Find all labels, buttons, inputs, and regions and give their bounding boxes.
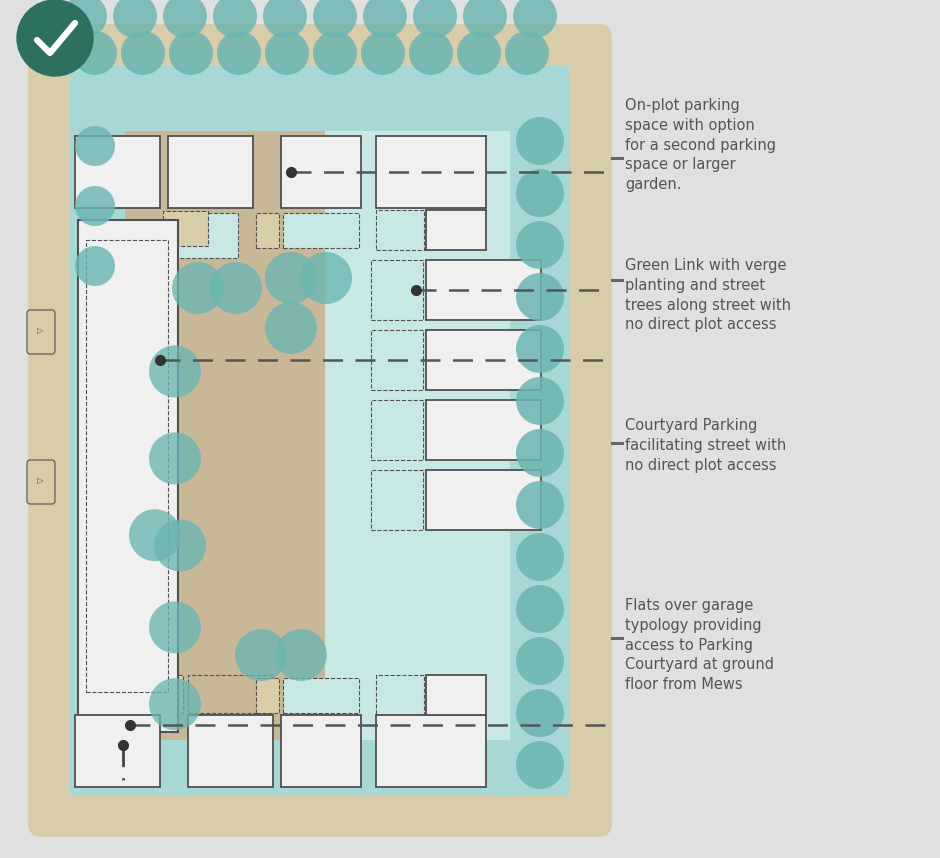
Circle shape [313, 31, 357, 75]
Circle shape [213, 0, 257, 38]
Circle shape [516, 377, 564, 425]
Bar [86, 240, 168, 692]
Bar [376, 675, 424, 715]
Circle shape [516, 637, 564, 685]
Bar [188, 675, 273, 713]
Bar [376, 715, 486, 787]
Bar [426, 210, 486, 250]
Circle shape [516, 533, 564, 581]
Circle shape [265, 31, 309, 75]
Circle shape [17, 0, 93, 76]
Bar [78, 220, 178, 732]
Bar [283, 213, 359, 248]
Circle shape [516, 169, 564, 217]
Bar [70, 66, 570, 131]
Text: On-plot parking
space with option
for a second parking
space or larger
garden.: On-plot parking space with option for a … [625, 98, 776, 192]
Circle shape [516, 481, 564, 529]
Circle shape [263, 0, 307, 38]
Circle shape [265, 252, 317, 304]
Text: Flats over garage
typology providing
access to Parking
Courtyard at ground
floor: Flats over garage typology providing acc… [625, 598, 774, 692]
Circle shape [313, 0, 357, 38]
Circle shape [154, 519, 206, 571]
Circle shape [217, 31, 261, 75]
Circle shape [149, 601, 201, 653]
Circle shape [73, 31, 117, 75]
Circle shape [516, 741, 564, 789]
Circle shape [516, 117, 564, 165]
Circle shape [265, 302, 317, 354]
Circle shape [75, 186, 115, 226]
Bar [168, 213, 238, 258]
Bar [70, 740, 570, 795]
Bar [168, 136, 253, 208]
Bar [70, 66, 125, 795]
Circle shape [457, 31, 501, 75]
Bar [70, 66, 570, 795]
Circle shape [113, 0, 157, 38]
Bar [75, 715, 160, 787]
Circle shape [516, 221, 564, 269]
Circle shape [75, 246, 115, 286]
FancyBboxPatch shape [27, 460, 55, 504]
Circle shape [75, 126, 115, 166]
Circle shape [149, 346, 201, 397]
Text: Courtyard Parking
facilitating street with
no direct plot access: Courtyard Parking facilitating street wi… [625, 418, 786, 473]
Bar [325, 131, 510, 740]
Circle shape [516, 325, 564, 373]
Circle shape [516, 429, 564, 477]
Bar [376, 210, 424, 250]
Circle shape [300, 252, 352, 304]
Circle shape [361, 31, 405, 75]
Bar [188, 715, 273, 787]
Circle shape [409, 31, 453, 75]
FancyBboxPatch shape [27, 310, 55, 354]
Circle shape [275, 629, 327, 681]
Circle shape [210, 262, 262, 314]
Text: ▷: ▷ [37, 327, 43, 335]
Bar [371, 400, 423, 460]
Circle shape [505, 31, 549, 75]
Circle shape [149, 678, 201, 730]
Bar [75, 136, 160, 208]
Bar [125, 131, 325, 740]
Circle shape [121, 31, 165, 75]
Circle shape [149, 432, 201, 485]
Bar [256, 213, 279, 248]
Circle shape [63, 0, 107, 38]
Bar [426, 330, 541, 390]
Circle shape [513, 0, 557, 38]
Circle shape [129, 509, 181, 561]
Circle shape [516, 689, 564, 737]
Bar [376, 136, 486, 208]
FancyBboxPatch shape [28, 24, 612, 837]
Circle shape [516, 273, 564, 321]
Bar [510, 66, 570, 795]
Circle shape [163, 0, 207, 38]
Bar [426, 470, 541, 530]
Bar [163, 675, 183, 713]
Circle shape [463, 0, 507, 38]
Circle shape [413, 0, 457, 38]
Bar [281, 136, 361, 208]
Bar [371, 470, 423, 530]
Bar [426, 675, 486, 715]
Bar [283, 678, 359, 713]
Bar [426, 400, 541, 460]
Circle shape [363, 0, 407, 38]
Circle shape [172, 262, 224, 314]
Bar [256, 678, 279, 713]
Circle shape [169, 31, 213, 75]
Circle shape [235, 629, 287, 681]
Text: Green Link with verge
planting and street
trees along street with
no direct plot: Green Link with verge planting and stree… [625, 258, 791, 332]
Bar [163, 211, 208, 246]
Bar [426, 260, 541, 320]
Bar [281, 715, 361, 787]
Bar [371, 260, 423, 320]
Text: ▷: ▷ [37, 476, 43, 486]
Bar [371, 330, 423, 390]
Circle shape [516, 585, 564, 633]
